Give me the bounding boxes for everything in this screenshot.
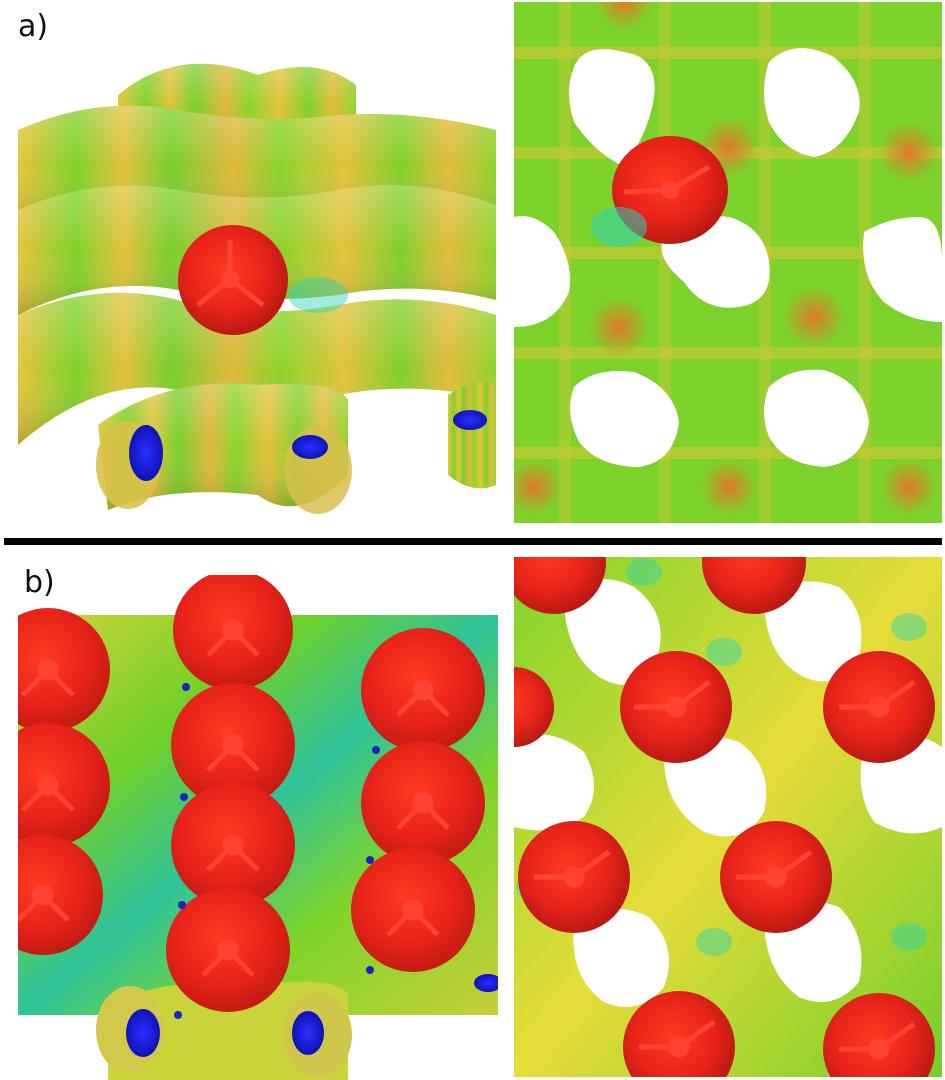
panel-a-top-view-render <box>514 2 942 523</box>
blue-cap-left-b <box>126 1009 160 1057</box>
blue-cap-middle <box>292 435 328 459</box>
red-atom-a <box>178 225 288 335</box>
small-blue-blobs-b <box>174 683 380 1019</box>
section-divider <box>4 538 942 545</box>
panel-b-top-view-render <box>514 557 942 1077</box>
pore-holes-a <box>514 48 942 467</box>
blue-cap-right-b <box>474 974 498 992</box>
atom-bonds-b <box>18 619 450 977</box>
atom-bonds-b-top <box>534 679 916 1060</box>
tube-row-3 <box>18 292 496 445</box>
blue-cap-middle-b <box>292 1011 324 1055</box>
blue-cap-left <box>129 425 163 481</box>
tube-openings-b <box>96 974 498 1077</box>
orange-spots-a <box>514 2 939 515</box>
panel-a-perspective-render <box>18 55 496 517</box>
panel-b-perspective-render <box>18 575 498 1080</box>
red-atoms-b-top <box>514 557 935 1077</box>
cyan-region-a <box>288 277 348 313</box>
cyan-region-a-top <box>591 207 647 247</box>
blue-cap-right <box>453 410 487 430</box>
panel-label-a: a) <box>18 9 49 44</box>
panel-label-b: b) <box>24 565 55 600</box>
tube-openings <box>96 410 487 514</box>
